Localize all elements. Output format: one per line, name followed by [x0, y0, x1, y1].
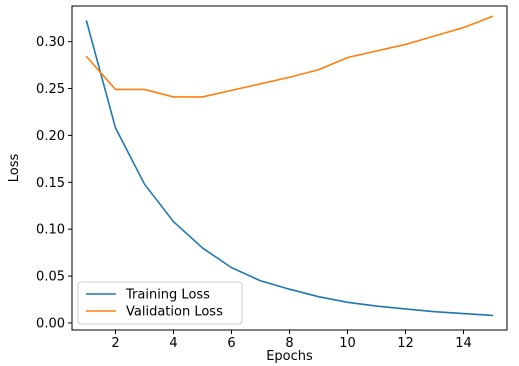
legend-box	[77, 281, 243, 325]
y-tick-label: 0.05	[36, 270, 65, 285]
y-tick-label: 0.00	[36, 316, 65, 331]
y-tick-label: 0.25	[36, 82, 65, 97]
legend-label: Validation Loss	[126, 305, 223, 320]
legend-label: Training Loss	[125, 288, 210, 303]
series-line-training-loss	[85, 20, 494, 317]
x-tick-label: 10	[339, 336, 356, 351]
x-axis: 2 4 6 8 10 12 14	[111, 330, 472, 351]
x-tick-label: 2	[111, 336, 119, 351]
plot-area	[85, 15, 494, 317]
x-tick-label: 8	[285, 336, 293, 351]
y-tick-label: 0.30	[36, 35, 65, 50]
legend: Training Loss Validation Loss	[77, 281, 243, 325]
x-axis-label: Epochs	[266, 349, 313, 364]
y-tick-label: 0.20	[36, 129, 65, 144]
y-axis: 0.00 0.05 0.10 0.15 0.20 0.25 0.30	[36, 35, 72, 331]
x-tick-label: 6	[227, 336, 235, 351]
x-tick-label: 14	[455, 336, 472, 351]
series-line-validation-loss	[85, 15, 494, 98]
y-tick-label: 0.10	[36, 223, 65, 238]
y-axis-label: Loss	[7, 154, 22, 183]
x-tick-label: 12	[397, 336, 414, 351]
y-tick-label: 0.15	[36, 176, 65, 191]
x-tick-label: 4	[169, 336, 177, 351]
